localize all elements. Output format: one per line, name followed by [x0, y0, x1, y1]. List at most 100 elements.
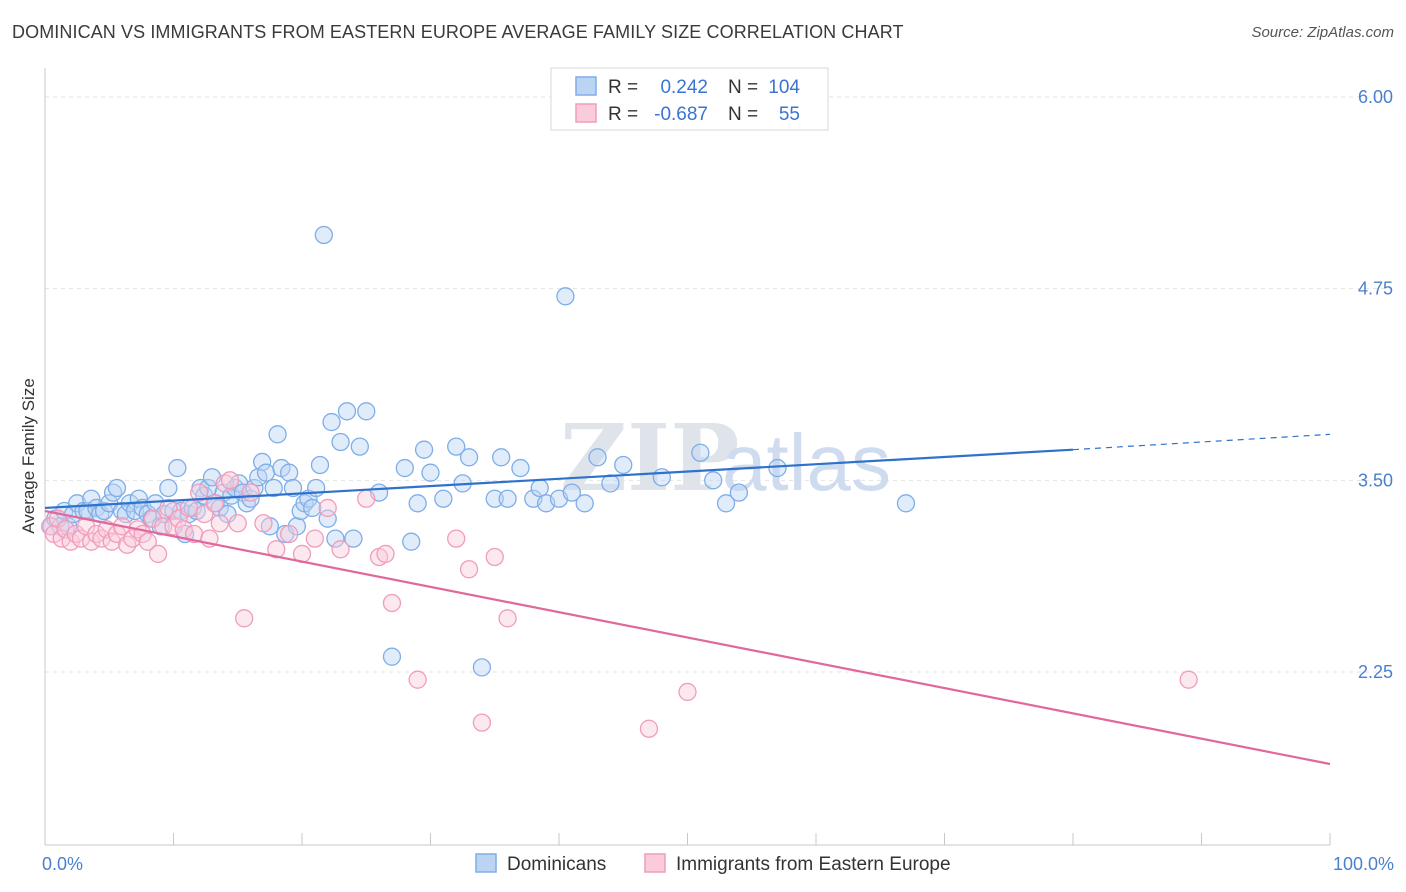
chart-title: DOMINICAN VS IMMIGRANTS FROM EASTERN EUR… — [12, 22, 904, 42]
dominicans-point-81 — [414, 440, 434, 459]
eastern-europe-point-47 — [357, 489, 376, 508]
eastern-europe-point-51 — [447, 529, 466, 548]
dominicans-point-54 — [264, 478, 283, 498]
axes — [44, 68, 1331, 846]
dominicans-point-106 — [729, 483, 749, 502]
legend-n-value-2: 55 — [779, 104, 800, 125]
legend-n-label-1: N = — [728, 77, 758, 98]
legend-box: R = 0.242 N = 104 R = -0.687 N = 55 — [550, 67, 829, 131]
eastern-europe-point-38 — [235, 609, 254, 628]
dominicans-point-88 — [485, 489, 504, 508]
trend-line-dominicans — [44, 448, 1074, 510]
bottom-legend-swatch-eastern-europe — [644, 853, 666, 873]
dominicans-point-107 — [768, 458, 787, 478]
dominicans-point-73 — [344, 529, 363, 548]
eastern-europe-point-53 — [472, 713, 492, 732]
dominicans-point-97 — [562, 483, 581, 502]
legend-r-value-2: -0.687 — [654, 104, 708, 125]
eastern-europe-point-30 — [190, 483, 209, 502]
dominicans-point-70 — [326, 529, 345, 548]
dominicans-point-29 — [168, 458, 187, 478]
dominicans-point-48 — [241, 489, 260, 508]
eastern-europe-point-58 — [1179, 670, 1198, 689]
dominicans-point-78 — [395, 458, 414, 478]
dominicans-point-79 — [402, 532, 421, 551]
dominicans-point-68 — [318, 509, 337, 528]
dominicans-point-83 — [434, 489, 453, 508]
y-tick-label-3: 6.00 — [1358, 87, 1393, 107]
legend-n-label-2: N = — [728, 104, 758, 125]
eastern-europe-point-44 — [305, 529, 325, 548]
eastern-europe-point-45 — [318, 498, 337, 518]
dominicans-point-66 — [310, 455, 330, 475]
eastern-europe-point-59 — [376, 544, 395, 564]
dominicans-point-87 — [472, 658, 492, 677]
dominicans-point-90 — [498, 489, 517, 508]
dominicans-point-75 — [357, 402, 376, 421]
dominicans-point-55 — [268, 425, 287, 444]
bottom-legend: Dominicans Immigrants from Eastern Europ… — [475, 853, 951, 875]
dominicans-point-60 — [287, 517, 307, 536]
eastern-europe-point-28 — [179, 498, 199, 518]
y-tick-label-1: 3.50 — [1358, 470, 1393, 490]
dominicans-point-42 — [218, 504, 237, 524]
dominicans-point-98 — [575, 494, 594, 513]
dominicans-point-108 — [896, 494, 916, 513]
dominicans-point-91 — [511, 458, 530, 478]
eastern-europe-point-35 — [215, 474, 235, 493]
dominicans-point-103 — [691, 443, 710, 462]
source-credit: Source: ZipAtlas.com — [1251, 24, 1394, 41]
eastern-europe-point-52 — [459, 560, 479, 579]
dominicans-point-96 — [556, 287, 575, 306]
dominicans-point-80 — [408, 494, 427, 513]
eastern-europe-point-54 — [485, 547, 504, 567]
dominicans-point-99 — [588, 448, 607, 467]
eastern-europe-point-46 — [331, 540, 350, 559]
x-tick-label-right: 100.0% — [1333, 854, 1394, 874]
trend-line-eastern-europe — [44, 509, 1331, 766]
y-tick-labels: 2.25 3.50 4.75 6.00 — [1358, 87, 1393, 682]
dominicans-point-69 — [322, 412, 341, 432]
dominicans-point-93 — [530, 478, 549, 498]
eastern-europe-point-49 — [382, 593, 402, 613]
eastern-europe-point-56 — [639, 719, 659, 738]
dominicans-point-101 — [614, 455, 633, 475]
dominicans-point-84 — [447, 437, 466, 456]
legend-n-value-1: 104 — [768, 77, 800, 98]
eastern-europe-point-34 — [210, 514, 229, 533]
y-tick-label-0: 2.25 — [1358, 662, 1393, 682]
eastern-europe-point-39 — [241, 483, 260, 502]
legend-r-label-1: R = — [608, 77, 638, 98]
dominicans-point-102 — [652, 468, 671, 487]
legend-swatch-eastern-europe — [575, 103, 597, 123]
dominicans-point-67 — [314, 225, 333, 245]
watermark-zip: ZIP — [560, 404, 739, 512]
bottom-legend-label-dominicans: Dominicans — [507, 854, 606, 875]
dominicans-point-105 — [716, 494, 736, 513]
dominicans-point-100 — [601, 474, 620, 493]
eastern-europe-point-20 — [138, 532, 157, 551]
eastern-europe-point-41 — [267, 540, 286, 559]
trend-lines — [44, 433, 1331, 766]
bottom-legend-label-eastern-europe: Immigrants from Eastern Europe — [676, 854, 951, 875]
legend-swatch-dominicans — [575, 76, 597, 96]
eastern-europe-point-50 — [408, 670, 427, 689]
dominicans-point-77 — [382, 647, 402, 666]
dominicans-point-15 — [107, 478, 127, 498]
dominicans-point-89 — [492, 448, 511, 467]
dominicans-point-51 — [253, 452, 272, 472]
y-tick-label-2: 4.75 — [1358, 279, 1393, 299]
dominicans-point-74 — [350, 437, 369, 456]
eastern-europe-point-42 — [279, 524, 299, 544]
dominicans-point-72 — [337, 402, 357, 421]
eastern-europe-point-55 — [498, 609, 517, 628]
x-tick-label-left: 0.0% — [42, 854, 83, 874]
eastern-europe-point-40 — [254, 514, 273, 533]
trend-line-dominicans-extrapolated — [1072, 433, 1331, 451]
dominicans-point-86 — [459, 448, 479, 467]
dominicans-point-82 — [421, 463, 440, 482]
bottom-legend-swatch-dominicans — [475, 853, 497, 873]
legend-r-label-2: R = — [608, 104, 638, 125]
dominicans-point-9 — [82, 489, 101, 508]
